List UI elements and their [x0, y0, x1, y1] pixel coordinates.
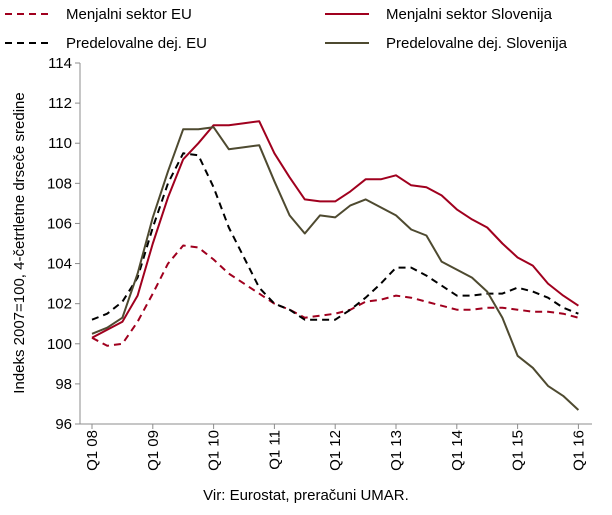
plot-area	[91, 120, 580, 411]
y-tick-label: 114	[48, 55, 72, 72]
y-tick-label: 96	[55, 416, 72, 433]
x-tick-label: Q1 12	[327, 430, 344, 471]
x-tick-label: Q1 15	[510, 430, 527, 471]
legend: Menjalni sektor EU Menjalni sektor Sloven…	[5, 6, 568, 52]
x-tick-label: Q1 14	[449, 430, 466, 471]
y-tick-label: 102	[47, 296, 72, 313]
series-line-1	[91, 244, 579, 347]
y-axis: 96 98 100 102 104 106 108 110 112 114	[47, 55, 81, 433]
y-axis-title: Indeks 2007=100, 4-četrtletne drseče sre…	[11, 92, 28, 393]
y-tick-label: 110	[48, 135, 72, 152]
x-axis: Q1 08 Q1 09 Q1 10 Q1 11 Q1 12 Q1 13 Q1 14 Q1 15…	[80, 423, 592, 471]
x-tick-label: Q1 13	[388, 430, 405, 471]
y-tick-label: 104	[47, 256, 72, 273]
y-tick-label: 100	[47, 336, 72, 353]
x-tick-label: Q1 11	[266, 430, 283, 470]
series-line-3	[91, 152, 579, 321]
y-tick-label: 106	[47, 215, 72, 232]
x-tick-label: Q1 16	[570, 430, 587, 471]
y-tick-label: 98	[55, 376, 72, 393]
x-tick-label: Q1 09	[145, 430, 162, 471]
series-line-2	[91, 120, 579, 339]
y-tick-label: 112	[48, 95, 72, 112]
source-note: Vir: Eurostat, preračuni UMAR.	[203, 487, 409, 504]
legend-label: Predelovalne dej. EU	[66, 35, 207, 52]
legend-label: Predelovalne dej. Slovenija	[386, 35, 568, 52]
x-tick-label: Q1 08	[84, 430, 101, 471]
series-line-4	[91, 126, 580, 411]
legend-label: Menjalni sektor EU	[66, 6, 192, 23]
y-tick-label: 108	[47, 175, 72, 192]
x-tick-label: Q1 10	[206, 430, 223, 471]
legend-label: Menjalni sektor Slovenija	[386, 6, 553, 23]
